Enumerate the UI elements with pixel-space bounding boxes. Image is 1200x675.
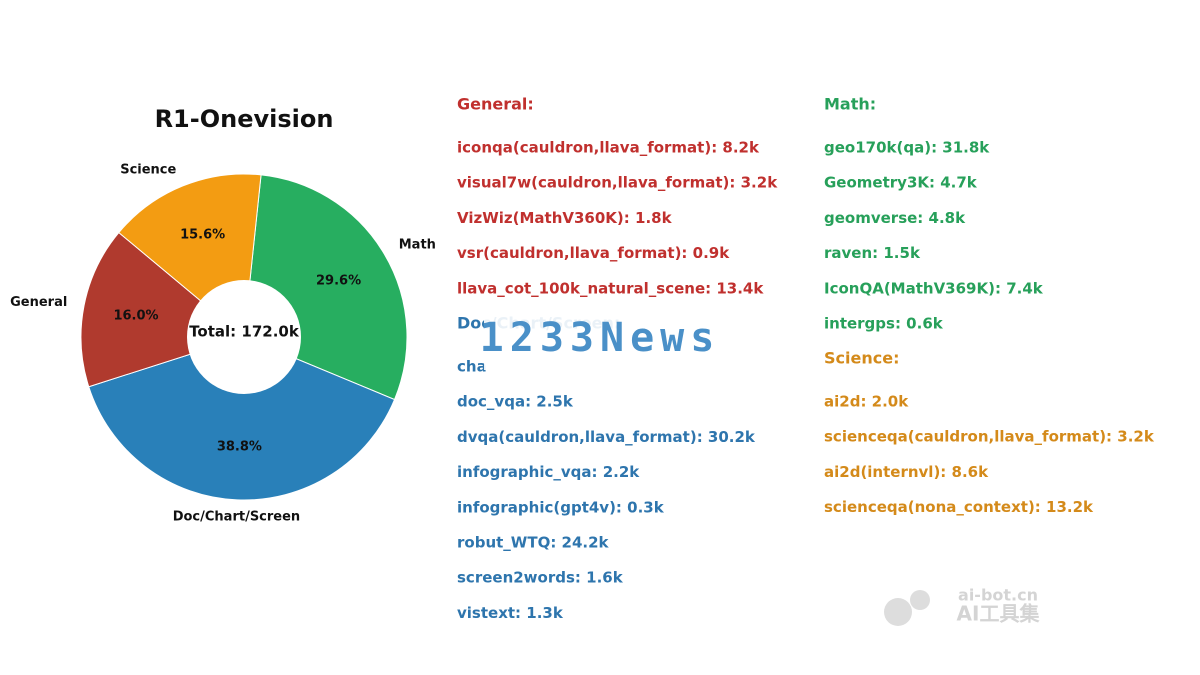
category-label: General xyxy=(10,295,67,310)
legend-item: VizWiz(MathV360K): 1.8k xyxy=(457,209,673,227)
legend-item: vsr(cauldron,llava_format): 0.9k xyxy=(457,244,730,262)
center-label: Total: 172.0k xyxy=(189,323,300,341)
watermark: AI工具集 xyxy=(957,602,1041,626)
watermark: ai-bot.cn xyxy=(958,586,1038,605)
legend-item: IconQA(MathV369K): 7.4k xyxy=(824,279,1044,297)
legend-item: infographic(gpt4v): 0.3k xyxy=(457,498,665,516)
legend-item: geomverse: 4.8k xyxy=(824,209,966,227)
legend-item: scienceqa(cauldron,llava_format): 3.2k xyxy=(824,428,1155,446)
category-label: Science xyxy=(120,163,176,178)
legend-item: visual7w(cauldron,llava_format): 3.2k xyxy=(457,174,778,192)
legend-heading: Math: xyxy=(824,95,876,114)
legend-heading: Science: xyxy=(824,349,899,368)
value-label: 15.6% xyxy=(180,228,225,243)
legend-item: ai2d(internvl): 8.6k xyxy=(824,463,989,481)
legend-item: doc_vqa: 2.5k xyxy=(457,393,574,411)
watermark: 1233News xyxy=(480,315,721,361)
category-label: Math xyxy=(399,238,436,253)
donut-hole xyxy=(187,280,301,394)
watermark-bg xyxy=(484,312,718,370)
value-label: 16.0% xyxy=(113,308,158,323)
legend-item: scienceqa(nona_context): 13.2k xyxy=(824,498,1094,516)
legend-heading: General: xyxy=(457,95,534,114)
value-label: 29.6% xyxy=(316,273,361,288)
watermark-icon xyxy=(910,590,930,610)
legend-item: vistext: 1.3k xyxy=(457,604,564,622)
value-label: 38.8% xyxy=(217,439,262,454)
legend-item: Geometry3K: 4.7k xyxy=(824,174,978,192)
pie-slice xyxy=(88,336,396,501)
legend-item: iconqa(cauldron,llava_format): 8.2k xyxy=(457,139,760,157)
legend-item: robut_WTQ: 24.2k xyxy=(457,534,610,552)
legend-item: dvqa(cauldron,llava_format): 30.2k xyxy=(457,428,756,446)
category-label: Doc/Chart/Screen xyxy=(173,509,301,524)
chart-title: R1-Onevision xyxy=(155,105,334,133)
legend-item: infographic_vqa: 2.2k xyxy=(457,463,640,481)
legend-item: geo170k(qa): 31.8k xyxy=(824,139,990,157)
legend-item: intergps: 0.6k xyxy=(824,315,944,333)
legend-item: llava_cot_100k_natural_scene: 13.4k xyxy=(457,279,764,297)
watermark-icon xyxy=(884,598,912,626)
legend-item: screen2words: 1.6k xyxy=(457,569,624,587)
legend-item: cha xyxy=(457,358,487,376)
legend-item: raven: 1.5k xyxy=(824,244,921,262)
legend-item: ai2d: 2.0k xyxy=(824,393,909,411)
